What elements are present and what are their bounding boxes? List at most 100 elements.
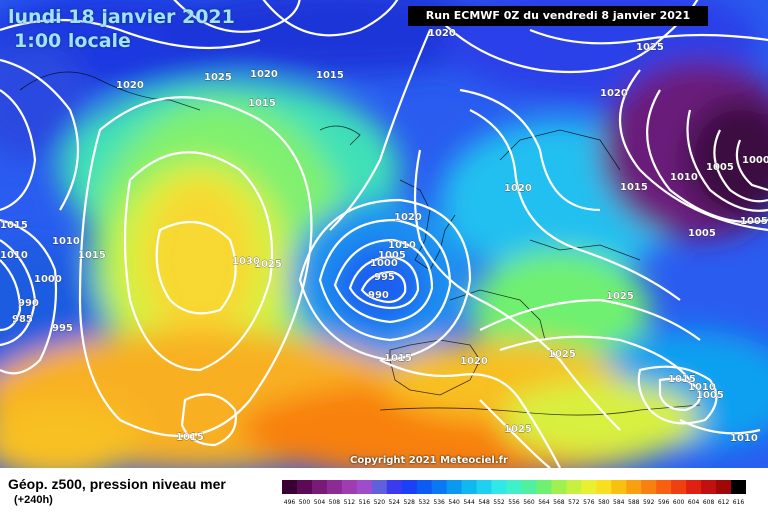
scale-swatch bbox=[551, 480, 567, 494]
isobar-label: 1010 bbox=[670, 172, 698, 183]
isobar-label: 1020 bbox=[394, 212, 422, 223]
scale-swatch bbox=[536, 480, 552, 494]
isobar-label: 990 bbox=[18, 298, 39, 309]
scale-tick-label: 500 bbox=[299, 499, 311, 506]
scale-tick-label: 572 bbox=[568, 499, 580, 506]
scale-swatch bbox=[282, 480, 298, 494]
isobar-label: 1005 bbox=[378, 250, 406, 261]
scale-tick-label: 588 bbox=[628, 499, 640, 506]
model-run-label: Run ECMWF 0Z du vendredi 8 janvier 2021 bbox=[408, 6, 708, 26]
scale-tick-label: 568 bbox=[553, 499, 565, 506]
scale-swatch bbox=[416, 480, 433, 494]
scale-swatch bbox=[716, 480, 732, 494]
scale-tick-label: 552 bbox=[493, 499, 505, 506]
isobar-label: 1020 bbox=[504, 183, 532, 194]
scale-tick-label: 528 bbox=[404, 499, 416, 506]
scale-swatch bbox=[581, 480, 597, 494]
scale-swatch bbox=[326, 480, 343, 494]
scale-tick-label: 604 bbox=[688, 499, 700, 506]
scale-tick-label: 580 bbox=[598, 499, 610, 506]
isobar-label: 1015 bbox=[668, 374, 696, 385]
scale-tick-label: 548 bbox=[478, 499, 490, 506]
scale-swatch bbox=[311, 480, 328, 494]
scale-tick-label: 524 bbox=[389, 499, 401, 506]
scale-swatch bbox=[341, 480, 358, 494]
scale-swatch bbox=[296, 480, 313, 494]
z500-color-field bbox=[0, 0, 768, 468]
legend-subtitle: (+240h) bbox=[14, 494, 53, 506]
scale-tick-label: 584 bbox=[613, 499, 625, 506]
isobar-label: 1005 bbox=[688, 228, 716, 239]
isobar-label: 1015 bbox=[176, 432, 204, 443]
isobar-label: 1020 bbox=[250, 69, 278, 80]
scale-swatch bbox=[596, 480, 612, 494]
scale-tick-label: 504 bbox=[314, 499, 326, 506]
isobars bbox=[0, 0, 768, 468]
isobar-label: 1010 bbox=[388, 240, 416, 251]
scale-tick-label: 556 bbox=[508, 499, 520, 506]
isobar-label: 1015 bbox=[0, 220, 28, 231]
isobar-label: 985 bbox=[12, 314, 33, 325]
scale-swatch bbox=[686, 480, 702, 494]
color-scale: 496 500 504 508 512 516 520 524 528 532 536 540 544 5… bbox=[282, 480, 746, 506]
scale-swatch bbox=[446, 480, 463, 494]
scale-swatch bbox=[356, 480, 373, 494]
isobar-label: 1025 bbox=[606, 291, 634, 302]
forecast-time: 1:00 locale bbox=[14, 30, 131, 52]
scale-swatch bbox=[506, 480, 522, 494]
scale-tick-label: 520 bbox=[374, 499, 386, 506]
isobar-label: 1025 bbox=[254, 259, 282, 270]
scale-tick-label: 576 bbox=[583, 499, 595, 506]
scale-tick-label: 512 bbox=[344, 499, 356, 506]
scale-tick-label: 596 bbox=[658, 499, 670, 506]
forecast-date: lundi 18 janvier 2021 bbox=[8, 6, 235, 28]
isobar-label: 1010 bbox=[0, 250, 28, 261]
isobar-label: 1020 bbox=[460, 356, 488, 367]
scale-swatch bbox=[701, 480, 717, 494]
scale-tick-label: 516 bbox=[359, 499, 371, 506]
scale-swatch bbox=[386, 480, 403, 494]
scale-swatch bbox=[626, 480, 642, 494]
isobar-label: 995 bbox=[374, 272, 395, 283]
scale-swatch bbox=[731, 480, 746, 494]
scale-swatch bbox=[641, 480, 657, 494]
isobar-label: 1020 bbox=[116, 80, 144, 91]
scale-tick-label: 508 bbox=[329, 499, 341, 506]
scale-tick-label: 536 bbox=[433, 499, 445, 506]
isobar-label: 1010 bbox=[730, 433, 758, 444]
isobar-label: 1030 bbox=[232, 256, 260, 267]
scale-swatch bbox=[611, 480, 627, 494]
pressure-map: 1020 1025 1020 1015 1025 1020 1015 1020 … bbox=[0, 0, 768, 468]
isobar-label: 1005 bbox=[696, 390, 724, 401]
legend-title: Géop. z500, pression niveau mer bbox=[8, 476, 226, 492]
scale-tick-label: 544 bbox=[463, 499, 475, 506]
isobar-label: 1025 bbox=[548, 349, 576, 360]
isobar-label: 1010 bbox=[688, 382, 716, 393]
scale-swatch bbox=[656, 480, 672, 494]
scale-tick-label: 600 bbox=[673, 499, 685, 506]
isobar-label: 990 bbox=[368, 290, 389, 301]
scale-swatch bbox=[461, 480, 478, 494]
secondary-labels: 1025 bbox=[548, 349, 576, 360]
scale-swatch bbox=[371, 480, 388, 494]
coastlines bbox=[19, 71, 701, 416]
scale-swatch bbox=[431, 480, 448, 494]
isobar-label: 1010 bbox=[52, 236, 80, 247]
scale-tick-label: 496 bbox=[284, 499, 296, 506]
isobar-label: 1025 bbox=[204, 72, 232, 83]
scale-tick-label: 592 bbox=[643, 499, 655, 506]
isobar-label: 1000 bbox=[370, 258, 398, 269]
scale-tick-label: 616 bbox=[733, 499, 745, 506]
scale-tick-label: 532 bbox=[418, 499, 430, 506]
isobar-label: 1000 bbox=[742, 155, 768, 166]
scale-tick-label: 540 bbox=[448, 499, 460, 506]
scale-tick-label: 560 bbox=[523, 499, 535, 506]
scale-tick-label: 608 bbox=[703, 499, 715, 506]
scale-tick-label: 612 bbox=[718, 499, 730, 506]
scale-swatch bbox=[491, 480, 508, 494]
scale-swatch bbox=[476, 480, 493, 494]
isobar-label: 995 bbox=[52, 323, 73, 334]
scale-swatch bbox=[401, 480, 418, 494]
scale-swatch bbox=[566, 480, 582, 494]
